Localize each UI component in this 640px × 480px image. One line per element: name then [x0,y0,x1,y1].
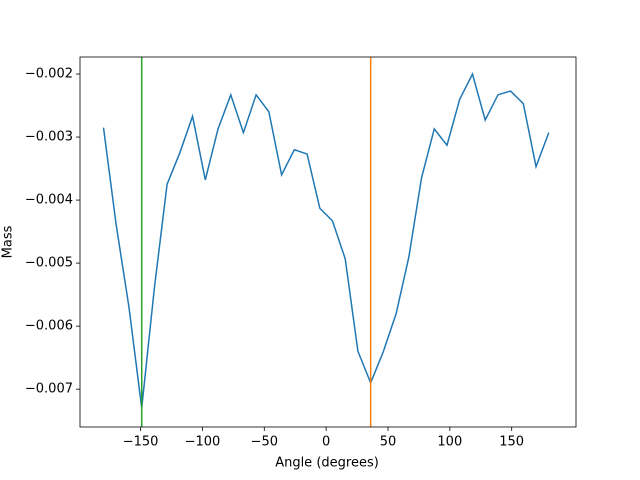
y-tick-label: −0.005 [25,256,73,271]
x-tick-label: 100 [437,435,462,450]
y-tick-label: −0.004 [25,193,73,208]
y-tick-label: −0.002 [25,67,73,82]
x-tick-label: 50 [380,435,397,450]
data-line [102,71,550,409]
x-axis-label: Angle (degrees) [275,456,379,471]
x-tick-label: −50 [251,435,278,450]
y-axis-label: Mass [1,225,16,258]
x-tick-label: 0 [322,435,330,450]
x-tick-label: −100 [185,435,221,450]
y-tick-label: −0.007 [25,382,73,397]
x-tick-label: 150 [499,435,524,450]
plot-frame [79,56,577,428]
x-tick-label: −150 [123,435,159,450]
y-tick-label: −0.006 [25,319,73,334]
y-tick-label: −0.003 [25,130,73,145]
